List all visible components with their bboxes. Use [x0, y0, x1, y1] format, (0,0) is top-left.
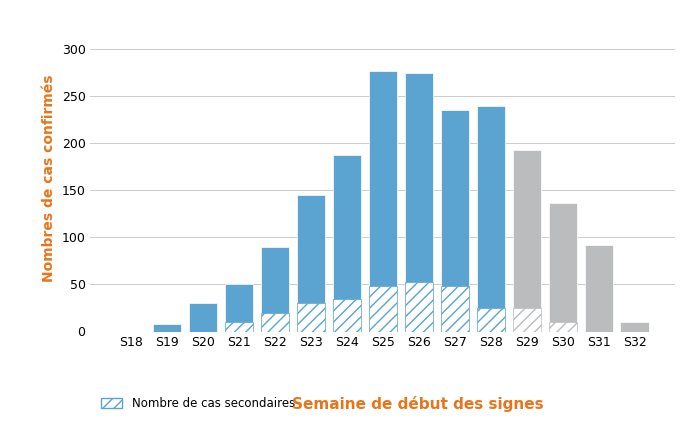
Bar: [261, 313, 289, 332]
Y-axis label: Nombres de cas confirmés: Nombres de cas confirmés: [42, 75, 56, 282]
Bar: [621, 322, 649, 332]
Bar: [441, 286, 468, 332]
Bar: [477, 308, 505, 332]
Bar: [225, 284, 253, 332]
Bar: [548, 202, 576, 332]
Text: Semaine de début des signes: Semaine de début des signes: [292, 396, 544, 412]
Bar: [297, 303, 325, 332]
Bar: [405, 73, 433, 332]
Bar: [369, 71, 397, 332]
Bar: [548, 322, 576, 332]
Bar: [513, 150, 541, 332]
Bar: [441, 110, 468, 332]
Bar: [297, 195, 325, 332]
Legend: Nombre de cas secondaires: Nombre de cas secondaires: [96, 392, 300, 415]
Bar: [333, 156, 361, 332]
Bar: [369, 286, 397, 332]
Bar: [333, 298, 361, 332]
Bar: [189, 303, 217, 332]
Bar: [477, 105, 505, 332]
Bar: [153, 324, 181, 332]
Bar: [585, 245, 612, 332]
Bar: [261, 247, 289, 332]
Bar: [405, 282, 433, 332]
Bar: [225, 322, 253, 332]
Bar: [513, 308, 541, 332]
